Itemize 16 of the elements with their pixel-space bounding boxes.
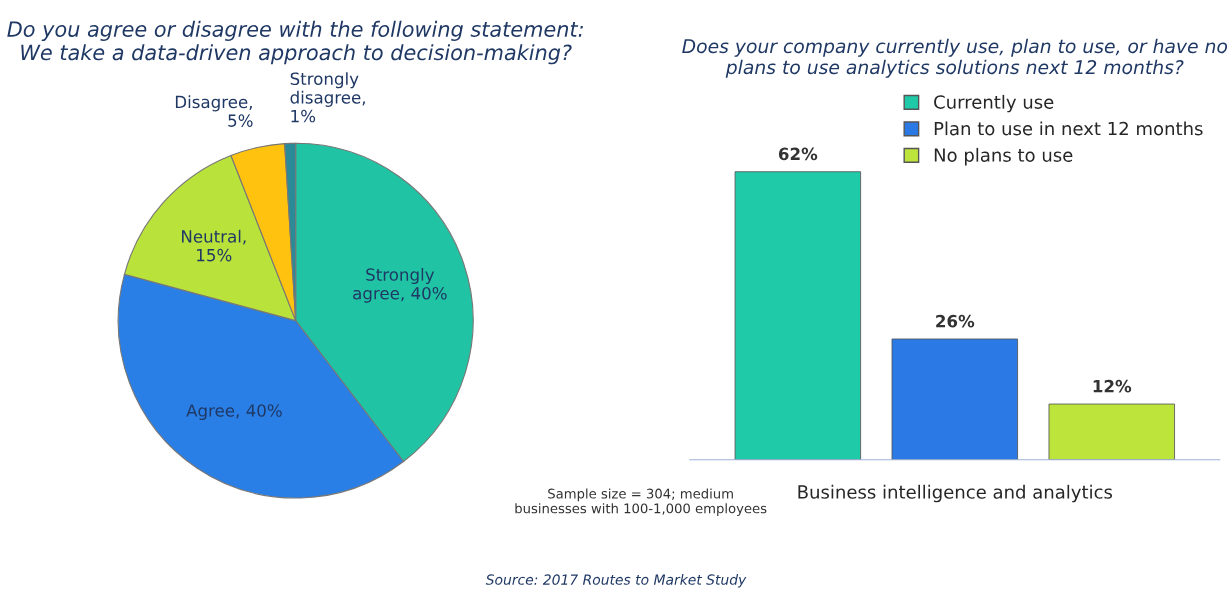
x-axis-title: Business intelligence and analytics	[798, 484, 1113, 503]
slice-label: Agree, 40%	[186, 404, 282, 421]
slice-label: Neutral, 15%	[182, 229, 246, 262]
data-label: 26%	[936, 314, 975, 328]
slice-label: Disagree, 5%	[175, 95, 253, 127]
chart-title: Do you agree or disagree with the following statement: We take a data-driven approach to decision-making?	[7, 20, 583, 65]
legend-label: No plans to use	[934, 147, 1073, 166]
source-note: Source: 2017 Routes to Market Study	[485, 574, 747, 588]
chart-title: Does your company currently use, plan to use, or have no plans to use analytics solutions next 12 months?	[682, 38, 1228, 78]
legend-label: Currently use	[934, 94, 1054, 113]
data-label: 62%	[778, 147, 818, 161]
legend-label: Plan to use in next 12 months	[934, 121, 1203, 136]
slice-label: Strongly agree, 40%	[353, 267, 447, 303]
slice-label: Strongly disagree, 1%	[290, 72, 365, 123]
text: Sample size = 304; medium businesses with 100-1,000 employees	[515, 488, 767, 516]
data-label: 12%	[1093, 379, 1132, 393]
